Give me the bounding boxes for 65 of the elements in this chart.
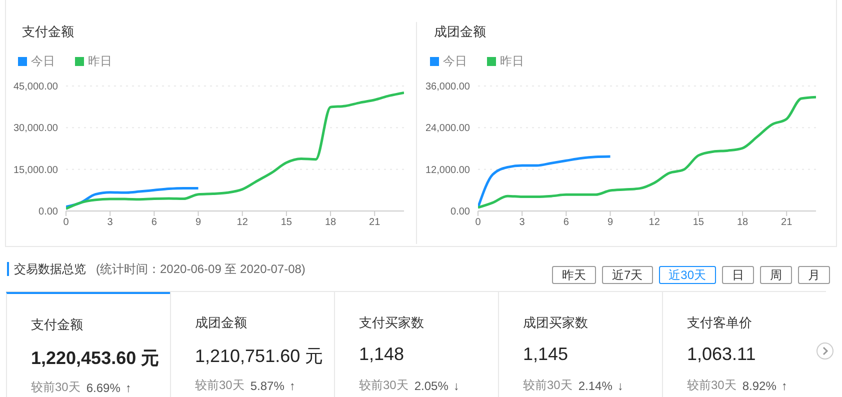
y-tick-label: 45,000.00: [14, 82, 58, 93]
legend-label: 今日: [31, 54, 55, 68]
x-tick-label: 15: [280, 217, 292, 228]
text: 近30天: [658, 266, 716, 284]
text: 较前30天: [523, 377, 572, 394]
x-tick-label: 12: [236, 217, 248, 228]
text: (统计时间：2020-06-09 至 2020-07-08): [96, 262, 306, 276]
text: ↑: [781, 378, 788, 392]
x-tick-label: 0: [475, 217, 482, 228]
text: 2.05%: [414, 378, 448, 392]
text: 5.87%: [250, 378, 284, 392]
category-label: 成团买家数: [523, 314, 588, 332]
x-tick-label: 3: [107, 217, 114, 228]
category-label: 支付买家数: [359, 314, 424, 332]
line-series: [478, 155, 612, 209]
y-tick-label: 15,000.00: [14, 164, 58, 176]
text: ↓: [453, 378, 460, 392]
text: 较前30天: [195, 377, 244, 394]
chart-title: 支付金额: [22, 23, 74, 41]
text: 较前30天: [31, 379, 80, 396]
y-tick-label: 0.00: [38, 206, 58, 218]
text: 昨天: [552, 266, 596, 284]
text: ↑: [289, 378, 296, 392]
text: ↓: [617, 378, 624, 392]
legend-label: 昨日: [88, 54, 112, 68]
text: ↑: [125, 380, 132, 394]
x-tick-label: 15: [692, 217, 704, 228]
text: 交易数据总览: [14, 262, 86, 276]
legend-label: 昨日: [500, 54, 524, 68]
category-label: 成团金额: [195, 314, 247, 332]
text: 较前30天: [687, 377, 736, 394]
x-tick-label: 21: [781, 217, 793, 228]
y-tick-label: 24,000.00: [426, 123, 470, 134]
x-tick-label: 21: [369, 217, 381, 228]
category-label: 支付金额: [31, 316, 83, 334]
x-tick-label: 6: [151, 217, 158, 228]
x-tick-label: 18: [324, 217, 337, 228]
x-tick-label: 12: [648, 217, 660, 228]
text: 近7天: [602, 266, 653, 284]
text: 1,220,453.60 元: [31, 347, 160, 370]
x-tick-label: 6: [563, 217, 570, 228]
text: 较前30天: [359, 377, 408, 394]
text: 1,145: [523, 344, 568, 365]
legend-label: 今日: [443, 54, 467, 68]
x-tick-label: 18: [736, 217, 749, 228]
y-tick-label: 0.00: [450, 206, 470, 218]
x-tick-label: 0: [63, 217, 70, 228]
text: 日: [722, 266, 754, 284]
text: 月: [798, 266, 830, 284]
text: 1,148: [359, 344, 404, 365]
y-tick-label: 12,000.00: [426, 164, 470, 176]
text: 1,210,751.60 元: [195, 345, 324, 368]
x-tick-label: 9: [607, 217, 614, 228]
text: 1,063.11: [687, 344, 756, 365]
text: 周: [760, 266, 792, 284]
chart-title: 成团金额: [434, 23, 486, 41]
y-tick-label: 30,000.00: [14, 123, 58, 134]
text: 6.69%: [86, 380, 120, 394]
line-series: [478, 96, 816, 209]
x-tick-label: 3: [519, 217, 526, 228]
x-tick-label: 9: [195, 217, 202, 228]
text: 2.14%: [578, 378, 612, 392]
y-tick-label: 36,000.00: [426, 82, 470, 93]
text: 8.92%: [742, 378, 776, 392]
category-label: 支付客单价: [687, 314, 752, 332]
